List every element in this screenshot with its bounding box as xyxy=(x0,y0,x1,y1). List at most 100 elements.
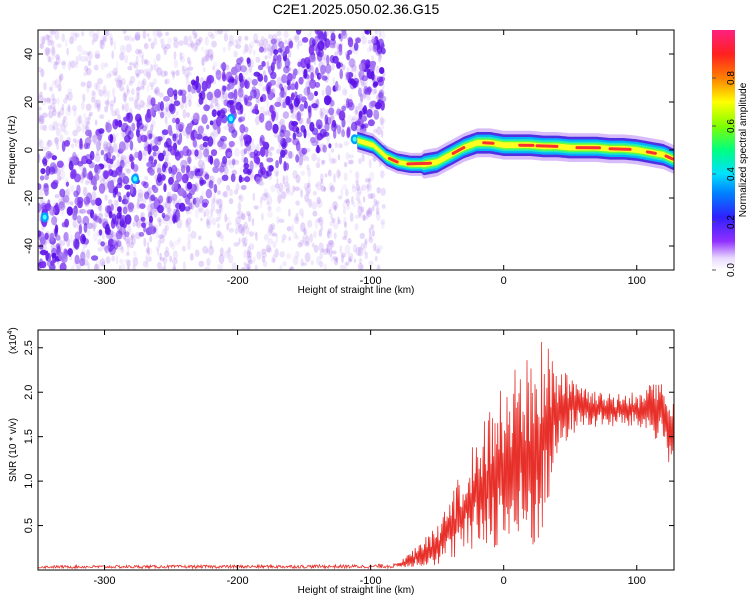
noise-speck xyxy=(160,218,164,224)
noise-speck xyxy=(267,238,274,245)
noise-speck xyxy=(307,182,311,188)
noise-speck xyxy=(86,51,91,56)
noise-speck xyxy=(95,259,101,269)
noise-blob xyxy=(134,151,140,159)
noise-speck xyxy=(355,179,359,185)
noise-speck xyxy=(240,138,244,148)
noise-blob xyxy=(211,109,217,118)
noise-speck xyxy=(104,30,110,37)
noise-blob xyxy=(353,42,359,51)
noise-speck xyxy=(233,50,239,58)
noise-speck xyxy=(210,208,214,218)
noise-speck xyxy=(353,201,356,208)
noise-blob xyxy=(171,117,177,124)
noise-speck xyxy=(94,263,98,270)
noise-speck xyxy=(153,89,159,95)
noise-blob xyxy=(172,133,177,142)
noise-speck xyxy=(235,183,240,191)
noise-blob xyxy=(373,109,380,120)
noise-blob xyxy=(376,45,383,55)
signal-spot-core xyxy=(228,116,233,122)
noise-speck xyxy=(320,111,324,119)
noise-blob xyxy=(288,150,293,159)
noise-speck xyxy=(286,253,292,260)
noise-speck xyxy=(166,208,172,213)
noise-speck xyxy=(73,31,78,42)
noise-blob xyxy=(262,140,266,147)
noise-speck xyxy=(346,67,350,73)
noise-speck xyxy=(277,194,282,204)
noise-speck xyxy=(130,234,134,240)
noise-speck xyxy=(202,66,206,73)
noise-speck xyxy=(157,32,164,37)
signal-spot-core xyxy=(42,214,47,220)
noise-speck xyxy=(64,130,69,136)
noise-blob xyxy=(109,133,114,144)
noise-speck xyxy=(89,111,93,117)
noise-speck xyxy=(355,196,361,201)
noise-speck xyxy=(233,39,239,49)
noise-speck xyxy=(165,246,169,253)
noise-blob xyxy=(152,145,159,152)
noise-speck xyxy=(64,39,68,47)
noise-speck xyxy=(262,69,266,77)
ridge-core xyxy=(451,146,466,155)
noise-blob xyxy=(79,138,83,149)
noise-speck xyxy=(172,263,176,270)
noise-speck xyxy=(128,96,135,102)
noise-speck xyxy=(259,198,263,209)
noise-speck xyxy=(327,228,332,234)
noise-blob xyxy=(123,116,129,122)
noise-speck xyxy=(60,61,67,66)
noise-speck xyxy=(86,66,89,76)
noise-speck xyxy=(157,239,161,248)
noise-speck xyxy=(206,257,211,267)
noise-blob xyxy=(112,187,117,198)
noise-speck xyxy=(276,216,280,224)
noise-blob xyxy=(187,84,192,93)
noise-blob xyxy=(348,58,356,68)
noise-blob xyxy=(169,145,177,156)
noise-speck xyxy=(141,101,146,109)
colorbar-ticks: 0.00.20.40.60.8 xyxy=(712,71,737,277)
noise-speck xyxy=(327,240,334,245)
noise-speck xyxy=(307,167,312,178)
noise-speck xyxy=(373,128,378,134)
noise-blob xyxy=(72,213,78,221)
noise-speck xyxy=(234,147,240,157)
noise-speck xyxy=(171,242,176,250)
noise-speck xyxy=(381,118,386,124)
noise-speck xyxy=(84,180,90,186)
noise-blob xyxy=(195,82,202,94)
ridge-core xyxy=(406,161,432,166)
noise-speck xyxy=(57,176,62,182)
noise-speck xyxy=(330,185,335,193)
noise-speck xyxy=(149,235,153,243)
noise-speck xyxy=(38,111,41,118)
noise-speck xyxy=(87,262,90,270)
noise-speck xyxy=(94,53,101,59)
noise-speck xyxy=(303,229,307,240)
noise-speck xyxy=(147,246,151,256)
noise-speck xyxy=(55,56,61,65)
noise-blob xyxy=(86,209,94,215)
noise-speck xyxy=(272,241,277,249)
noise-speck xyxy=(267,228,273,236)
noise-blob xyxy=(380,43,385,49)
noise-speck xyxy=(136,72,140,78)
noise-speck xyxy=(63,115,68,122)
noise-speck xyxy=(97,77,104,85)
noise-speck xyxy=(216,216,220,222)
noise-speck xyxy=(297,242,303,248)
noise-blob xyxy=(38,183,42,191)
noise-speck xyxy=(316,255,321,266)
noise-speck xyxy=(342,236,347,241)
noise-speck xyxy=(50,244,56,249)
noise-speck xyxy=(46,141,50,150)
signal-spot-core xyxy=(352,136,357,142)
noise-blob xyxy=(124,125,132,136)
noise-speck xyxy=(115,255,119,265)
noise-speck xyxy=(175,111,179,116)
noise-speck xyxy=(137,80,142,91)
noise-speck xyxy=(190,40,194,49)
